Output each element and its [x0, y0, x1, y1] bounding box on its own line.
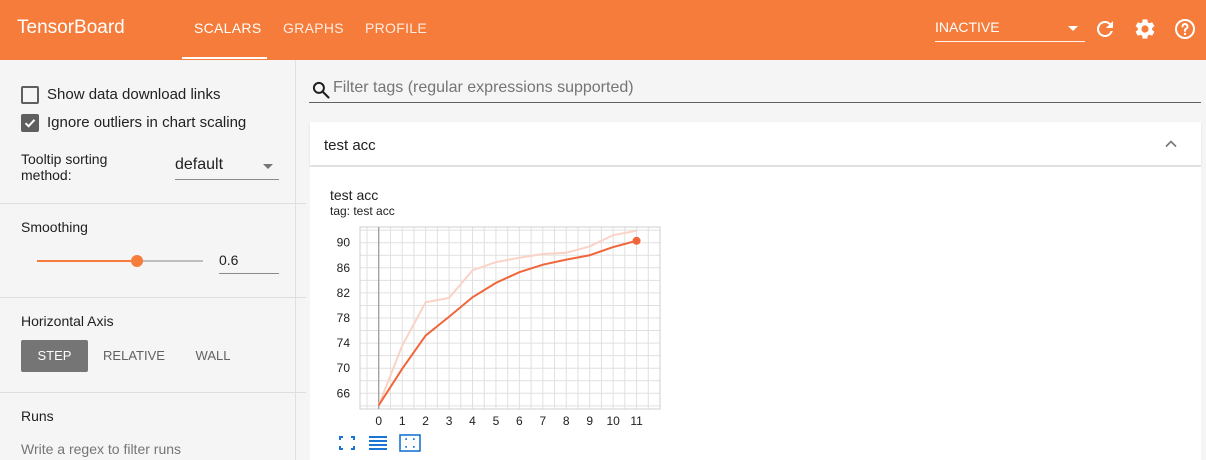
active-tab-indicator — [182, 57, 267, 59]
axis-relative-button[interactable]: RELATIVE — [103, 348, 165, 363]
axis-step-button[interactable]: STEP — [21, 340, 88, 372]
x-tick-label: 5 — [493, 414, 500, 428]
tab-graphs[interactable]: GRAPHS — [283, 20, 344, 36]
tooltip-sorting-dropdown[interactable]: default — [175, 154, 279, 180]
smoothing-slider-track[interactable] — [137, 260, 203, 262]
x-tick-label: 11 — [630, 414, 643, 428]
series-last-point — [632, 236, 641, 245]
smoothing-input[interactable]: 0.6 — [219, 250, 279, 274]
y-tick-label: 82 — [337, 286, 351, 300]
checkbox-label: Ignore outliers in chart scaling — [47, 114, 247, 131]
divider — [0, 297, 306, 298]
tooltip-sorting-label: Tooltip sorting method: — [21, 151, 108, 183]
y-tick-label: 66 — [337, 386, 351, 400]
x-tick-label: 8 — [563, 414, 570, 428]
horizontal-axis-title: Horizontal Axis — [21, 313, 114, 329]
x-tick-label: 7 — [539, 414, 546, 428]
smoothing-slider-knob[interactable] — [131, 255, 143, 267]
series-line-raw — [377, 229, 637, 406]
run-state-value: INACTIVE — [935, 19, 1000, 35]
check-icon — [24, 119, 36, 128]
help-icon[interactable] — [1173, 17, 1197, 41]
x-tick-label: 1 — [399, 414, 406, 428]
x-tick-label: 2 — [422, 414, 429, 428]
axis-wall-button[interactable]: WALL — [195, 348, 231, 363]
series-line-smoothed — [377, 239, 637, 406]
checkbox-box[interactable] — [21, 86, 39, 104]
tab-scalars[interactable]: SCALARS — [194, 20, 262, 36]
search-icon — [312, 81, 330, 99]
x-tick-label: 9 — [586, 414, 593, 428]
y-tick-label: 78 — [337, 311, 351, 325]
run-state-dropdown[interactable]: INACTIVE — [935, 18, 1085, 42]
y-tick-label: 74 — [337, 336, 351, 350]
y-tick-label: 90 — [337, 236, 351, 250]
category-body — [310, 167, 1201, 460]
settings-icon[interactable] — [1133, 17, 1157, 41]
y-tick-label: 70 — [337, 361, 351, 375]
category-header[interactable]: test acc — [310, 122, 1201, 166]
x-tick-label: 4 — [469, 414, 476, 428]
smoothing-title: Smoothing — [21, 219, 88, 235]
app-title: TensorBoard — [17, 17, 125, 38]
runs-filter-input[interactable]: Write a regex to filter runs — [21, 441, 182, 457]
chevron-up-icon[interactable] — [1163, 136, 1179, 152]
tab-profile[interactable]: PROFILE — [365, 20, 428, 36]
plot-frame — [359, 226, 661, 410]
sidebar: Show data download links Ignore outliers… — [0, 60, 306, 460]
checkbox-label: Show data download links — [47, 86, 221, 103]
tooltip-sorting-value: default — [175, 156, 224, 173]
divider — [0, 392, 306, 393]
chevron-down-icon — [263, 164, 273, 169]
chevron-down-icon — [1068, 26, 1078, 31]
chart-tag: tag: test acc — [330, 204, 395, 218]
runs-title: Runs — [21, 408, 54, 424]
tag-filter-underline — [309, 102, 1201, 103]
x-tick-label: 3 — [446, 414, 453, 428]
category-title: test acc — [324, 137, 376, 154]
x-tick-label: 0 — [375, 414, 382, 428]
x-tick-label: 6 — [516, 414, 523, 428]
tag-filter-input[interactable]: Filter tags (regular expressions support… — [333, 79, 634, 96]
fullscreen-icon[interactable] — [337, 434, 357, 452]
top-app-bar: TensorBoard SCALARS GRAPHS PROFILE INACT… — [0, 0, 1206, 60]
toggle-log-scale-icon[interactable] — [368, 434, 388, 452]
y-tick-label: 86 — [337, 261, 351, 275]
x-tick-label: 10 — [606, 414, 620, 428]
fit-domain-icon[interactable] — [399, 434, 421, 452]
refresh-icon[interactable] — [1093, 17, 1117, 41]
divider — [0, 203, 306, 204]
chart-title: test acc — [330, 187, 379, 203]
checkbox-box-checked[interactable] — [21, 114, 39, 132]
smoothing-slider-fill[interactable] — [37, 260, 137, 262]
